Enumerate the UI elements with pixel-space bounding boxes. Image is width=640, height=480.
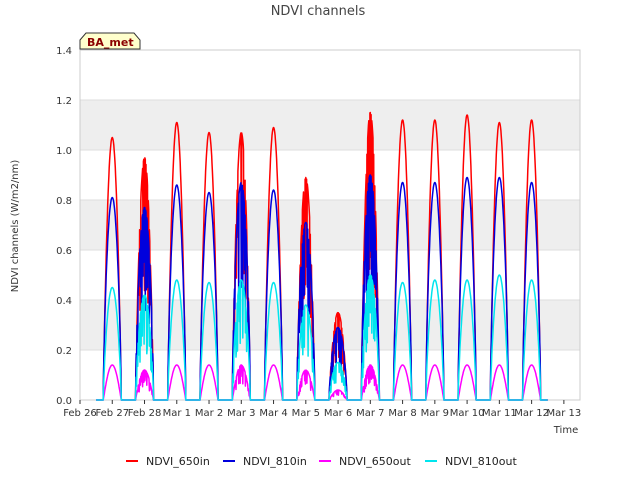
- series-line-ndvi-810out: [96, 274, 548, 401]
- x-tick-label: Feb 27: [95, 408, 129, 419]
- y-tick-label: 1.2: [56, 96, 72, 107]
- x-tick-label: Mar 9: [421, 408, 449, 419]
- x-tick-label: Mar 2: [195, 408, 223, 419]
- series-line-ndvi-650out: [96, 364, 548, 401]
- y-tick-label: 0.4: [56, 296, 72, 307]
- x-axis-label: Time: [553, 425, 578, 436]
- x-tick-label: Feb 28: [128, 408, 162, 419]
- series-line-ndvi-650in: [96, 111, 548, 401]
- legend-label: NDVI_810out: [445, 455, 517, 468]
- x-tick-label: Mar 3: [227, 408, 255, 419]
- x-tick-label: Mar 10: [450, 408, 485, 419]
- legend-label: NDVI_810in: [243, 455, 307, 468]
- plot-band: [80, 100, 580, 150]
- y-tick-label: 1.4: [56, 46, 72, 57]
- y-axis: 0.0 0.2 0.4 0.6 0.8 1.0 1.2 1.4: [56, 46, 72, 407]
- plot-bands: [80, 100, 580, 350]
- y-tick-label: 0.0: [56, 396, 72, 407]
- plot-frame: [79, 49, 581, 401]
- plot-band: [80, 200, 580, 250]
- y-tick-label: 0.2: [56, 346, 72, 357]
- y-tick-label: 0.6: [56, 246, 72, 257]
- series-group: [96, 111, 548, 401]
- legend-label: NDVI_650in: [146, 455, 210, 468]
- y-axis-label: NDVI channels (W/m2/nm): [10, 160, 21, 293]
- x-tick-label: Mar 13: [546, 408, 581, 419]
- badge-box: [79, 32, 141, 50]
- y-tick-label: 1.0: [56, 146, 72, 157]
- y-tick-label: 0.8: [56, 196, 72, 207]
- x-tick-label: Mar 4: [259, 408, 287, 419]
- x-tick-label: Mar 8: [388, 408, 416, 419]
- chart-title: NDVI channels: [271, 4, 366, 19]
- badge: BA_met: [79, 32, 141, 50]
- legend: NDVI_650in NDVI_810in NDVI_650out NDVI_810o…: [126, 455, 517, 468]
- legend-label: NDVI_650out: [339, 455, 411, 468]
- x-tick-label: Mar 1: [163, 408, 191, 419]
- plot-band: [80, 300, 580, 350]
- badge-label: BA_met: [87, 36, 134, 49]
- x-tick-label: Mar 11: [482, 408, 517, 419]
- x-tick-label: Mar 6: [324, 408, 352, 419]
- x-tick-label: Mar 12: [514, 408, 549, 419]
- x-tick-label: Feb 26: [63, 408, 97, 419]
- x-tick-label: Mar 5: [292, 408, 320, 419]
- x-tick-label: Mar 7: [356, 408, 384, 419]
